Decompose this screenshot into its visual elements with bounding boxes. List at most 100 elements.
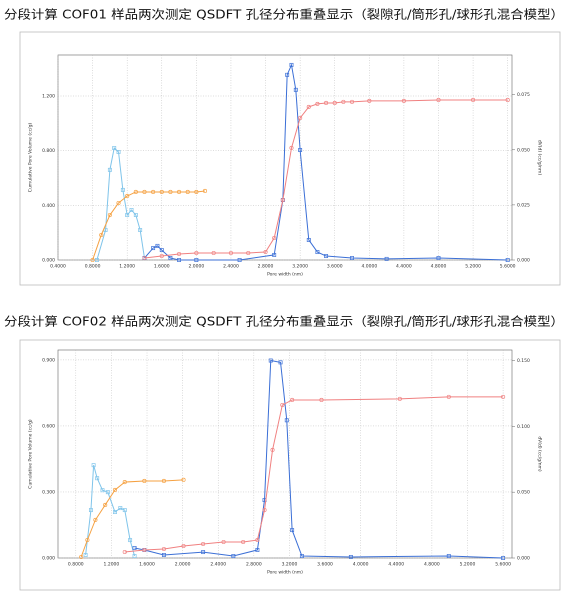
point [202, 188, 208, 194]
x-tick-label: 4.8000 [431, 264, 447, 270]
y2-tick-label: 0.000 [517, 258, 530, 264]
series-line [124, 396, 504, 553]
point [505, 258, 510, 262]
point [116, 200, 121, 206]
point [246, 250, 251, 256]
x-tick-label: 4.4000 [388, 562, 404, 568]
series-line [85, 465, 136, 557]
x-tick-label: 3.2000 [282, 562, 298, 568]
y-tick-label: 0.400 [42, 203, 55, 209]
point [194, 250, 199, 256]
point [113, 510, 117, 515]
point [298, 115, 303, 121]
point [83, 553, 88, 557]
point [349, 99, 355, 104]
x-tick-label: 4.0000 [353, 562, 369, 568]
point [284, 418, 289, 423]
y-tick-label: 1.200 [42, 94, 55, 100]
point [324, 254, 329, 258]
plot-area [57, 54, 513, 261]
point [299, 554, 304, 558]
point [446, 394, 451, 399]
x-tick-label: 3.6000 [317, 562, 333, 568]
point [181, 477, 186, 482]
x-tick-label: 2.8000 [246, 562, 262, 568]
point [93, 517, 98, 522]
series-line [96, 147, 145, 261]
y-axis-label: Cumulative Pore Volume (cc/g) [28, 419, 34, 489]
chart-frame [19, 339, 561, 591]
chart-title: 分段计算 COF01 样品两次测定 QSDFT 孔径分布重叠显示（裂隙孔/筒形孔… [4, 7, 564, 22]
point [290, 528, 295, 533]
point [177, 251, 182, 257]
series-line [134, 359, 504, 559]
point [306, 104, 311, 109]
point [255, 548, 260, 552]
x-tick-label: 2.4000 [210, 562, 226, 568]
point [112, 487, 118, 493]
chart-title: 分段计算 COF02 样品两次测定 QSDFT 孔径分布重叠显示（裂隙孔/筒形孔… [4, 314, 564, 329]
point [401, 98, 406, 103]
x-tick-label: 2.0000 [188, 264, 204, 270]
point [99, 232, 104, 238]
point [79, 554, 84, 560]
point [315, 250, 320, 255]
x-tick-label: 0.8000 [68, 562, 84, 568]
point [278, 360, 283, 365]
y-tick-label: 0.000 [42, 258, 55, 264]
x-tick-label: 2.0000 [175, 562, 191, 568]
point [348, 554, 353, 559]
point [95, 476, 100, 481]
series-line [144, 63, 508, 261]
point [436, 97, 441, 103]
y-tick-label: 0.900 [42, 357, 55, 363]
x-tick-label: 4.4000 [396, 264, 412, 270]
x-tick-label: 4.0000 [361, 264, 377, 270]
point [446, 554, 451, 558]
point [155, 243, 160, 248]
y2-tick-label: 0.050 [517, 490, 530, 496]
point [501, 556, 506, 560]
point [142, 478, 147, 484]
point [384, 256, 389, 261]
point [201, 550, 206, 555]
point [125, 193, 130, 199]
point [88, 508, 93, 513]
point [133, 213, 138, 217]
y2-axis-label: dV(d) (cc/g/nm) [537, 436, 543, 472]
point [221, 539, 226, 545]
point [397, 396, 402, 401]
point [332, 100, 337, 106]
point [128, 538, 133, 543]
point [185, 189, 190, 194]
point [201, 541, 206, 547]
y-tick-label: 0.000 [42, 556, 55, 562]
point [289, 62, 294, 67]
point [120, 187, 125, 192]
x-tick-label: 5.2000 [465, 264, 481, 270]
y2-tick-label: 0.000 [517, 556, 530, 562]
y2-tick-label: 0.075 [517, 92, 530, 98]
x-tick-label: 0.8000 [85, 264, 101, 270]
y-axis-label: Cumulative Pore Volume (cc/g) [28, 123, 34, 193]
point [116, 150, 121, 154]
point [280, 197, 285, 203]
point [161, 553, 166, 557]
point [268, 358, 273, 363]
point [91, 463, 96, 468]
point [350, 256, 354, 260]
point [324, 100, 329, 106]
y-tick-label: 0.300 [42, 489, 55, 495]
x-tick-label: 1.6000 [139, 562, 155, 568]
point [122, 480, 127, 485]
point [306, 237, 311, 242]
point [122, 508, 127, 513]
point [90, 257, 95, 263]
point [105, 490, 110, 495]
point [132, 554, 137, 558]
chart-frame [19, 31, 561, 286]
y2-tick-label: 0.100 [517, 424, 530, 430]
x-tick-label: 1.2000 [119, 264, 135, 270]
